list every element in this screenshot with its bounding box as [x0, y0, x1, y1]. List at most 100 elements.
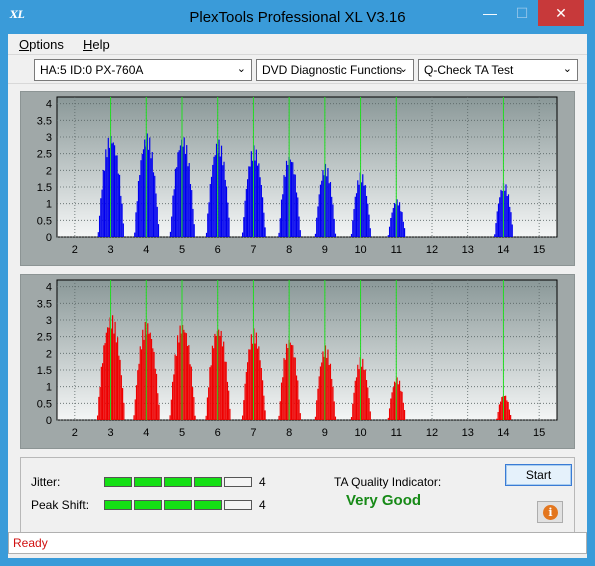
y-tick-label: 0 — [46, 415, 52, 427]
histogram-bar — [154, 368, 156, 420]
y-tick-label: 0 — [46, 232, 52, 244]
start-button[interactable]: Start — [505, 464, 572, 486]
histogram-bar — [122, 388, 124, 420]
histogram-bar — [392, 387, 394, 420]
x-tick-label: 6 — [215, 427, 221, 439]
y-tick-label: 2 — [46, 348, 52, 360]
histogram-bar — [148, 333, 150, 420]
histogram-bar — [263, 212, 265, 237]
status-text: Ready — [13, 536, 48, 550]
histogram-bar — [392, 207, 394, 237]
histogram-bar — [150, 158, 152, 237]
histogram-bar — [252, 160, 254, 237]
histogram-bar — [252, 343, 254, 420]
histogram-bar — [332, 204, 334, 237]
histogram-bar — [177, 335, 179, 420]
histogram-bar — [259, 177, 261, 237]
histogram-bar — [117, 337, 119, 420]
histogram-bar — [98, 396, 100, 420]
histogram-bar — [208, 387, 210, 420]
histogram-bar — [228, 217, 230, 237]
x-tick-label: 11 — [391, 427, 402, 439]
histogram-bar — [329, 181, 332, 237]
histogram-bar — [397, 384, 399, 420]
bottom-peak-shift-chart: 4 3.5 3 2.5 2 1.5 1 0.5 0 2 3 4 5 6 7 8 9 10 11 12 13 14 15 — [37, 279, 558, 439]
histogram-bar — [153, 351, 155, 420]
y-tick-label: 3 — [46, 132, 52, 144]
histogram-bar — [158, 404, 160, 420]
histogram-bar — [314, 233, 317, 237]
histogram-bar — [497, 411, 499, 420]
function-select[interactable]: DVD Diagnostic Functions ⌄ — [256, 59, 414, 81]
histogram-bar — [186, 145, 188, 237]
histogram-bar — [175, 355, 177, 420]
menu-options[interactable]: Options — [19, 37, 64, 52]
histogram-bar — [401, 212, 403, 237]
histogram-bar — [354, 196, 356, 237]
results-panel: Jitter: 4 Peak Shift: 4 TA Quality Indic… — [20, 457, 575, 537]
maximize-button[interactable]: ☐ — [515, 5, 529, 21]
y-tick-label: 4 — [46, 99, 52, 111]
histogram-bar — [247, 179, 249, 237]
histogram-bar — [332, 386, 334, 420]
close-button[interactable]: ✕ — [538, 0, 584, 26]
histogram-bar — [220, 330, 222, 420]
info-button[interactable]: i — [537, 501, 563, 523]
histogram-bar — [134, 232, 136, 237]
histogram-bar — [369, 411, 371, 420]
minimize-button[interactable]: — — [483, 5, 497, 21]
histogram-bar — [146, 133, 148, 237]
histogram-bar — [396, 377, 398, 420]
drive-select[interactable]: HA:5 ID:0 PX-760A ⌄ — [34, 59, 252, 81]
window-title: PlexTools Professional XL V3.16 — [189, 9, 406, 26]
histogram-bar — [287, 164, 289, 237]
histogram-bar — [318, 194, 320, 237]
histogram-bar — [137, 180, 140, 237]
histogram-bar — [319, 184, 322, 237]
chevron-down-icon: ⌄ — [398, 63, 408, 75]
histogram-bar — [152, 348, 154, 420]
meter-segment — [224, 500, 252, 510]
histogram-bar — [316, 217, 318, 237]
histogram-bar — [396, 199, 398, 237]
histogram-bar — [363, 370, 365, 420]
histogram-bar — [292, 162, 294, 237]
histogram-bar — [297, 197, 299, 237]
y-tick-label: 3.5 — [37, 298, 52, 310]
title-bar[interactable]: XL PlexTools Professional XL V3.16 — ☐ ✕ — [0, 0, 595, 34]
histogram-bar — [244, 200, 246, 237]
histogram-bar — [219, 156, 221, 237]
selector-toolbar: HA:5 ID:0 PX-760A ⌄ DVD Diagnostic Funct… — [8, 54, 587, 84]
menu-help[interactable]: Help — [83, 37, 110, 52]
histogram-bar — [244, 383, 246, 420]
histogram-bar — [393, 381, 396, 420]
histogram-bar — [122, 223, 124, 237]
histogram-bar — [299, 413, 301, 420]
jitter-label: Jitter: — [31, 475, 61, 489]
histogram-bar — [219, 335, 221, 420]
test-select[interactable]: Q-Check TA Test ⌄ — [418, 59, 578, 81]
histogram-bar — [245, 371, 247, 420]
histogram-bar — [106, 157, 108, 237]
histogram-bar — [134, 399, 136, 420]
y-tick-label: 1.5 — [37, 182, 52, 194]
histogram-bar — [503, 396, 505, 420]
histogram-bar — [205, 232, 208, 237]
histogram-bar — [369, 228, 371, 237]
histogram-bar — [173, 374, 175, 420]
histogram-bar — [285, 160, 288, 237]
histogram-bar — [209, 184, 211, 237]
histogram-bar — [118, 174, 121, 237]
chevron-down-icon: ⌄ — [562, 63, 572, 75]
histogram-bar — [358, 184, 360, 237]
x-tick-label: 11 — [391, 244, 402, 256]
histogram-bar — [105, 149, 107, 237]
histogram-bar — [141, 154, 143, 237]
histogram-bar — [172, 381, 174, 420]
histogram-bar — [137, 370, 139, 420]
x-tick-label: 8 — [286, 244, 292, 256]
peak-shift-label: Peak Shift: — [31, 498, 90, 512]
histogram-bar — [242, 232, 244, 237]
histogram-bar — [248, 166, 250, 237]
histogram-bar — [189, 364, 191, 420]
